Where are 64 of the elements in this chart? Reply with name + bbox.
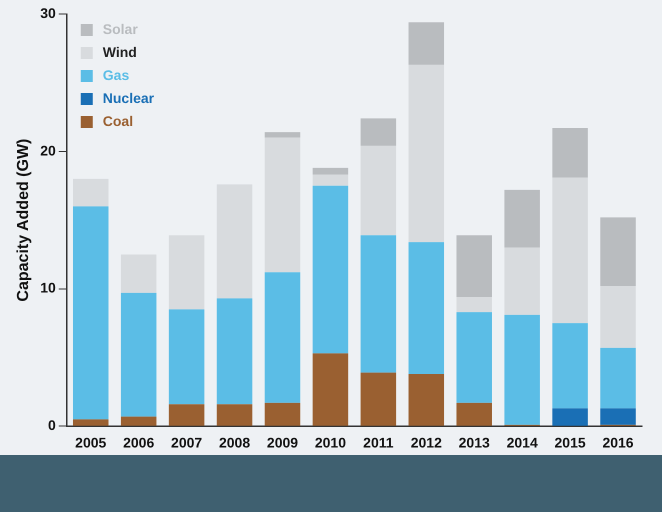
- bar: [408, 374, 444, 426]
- bar: [264, 132, 300, 138]
- y-tick-label: 10: [40, 280, 56, 296]
- legend-label: Wind: [102, 44, 137, 60]
- bar: [552, 323, 588, 408]
- x-tick-label: 2005: [75, 434, 107, 450]
- bar: [360, 235, 396, 373]
- legend-label: Gas: [102, 66, 130, 83]
- x-tick-label: 2011: [363, 434, 394, 450]
- bar: [312, 174, 348, 186]
- bar: [216, 184, 252, 298]
- bar: [264, 138, 300, 272]
- bar: [360, 118, 396, 146]
- bar: [552, 408, 588, 426]
- bar: [552, 178, 588, 324]
- bar: [72, 206, 108, 420]
- x-tick-label: 2015: [554, 434, 586, 450]
- bar: [456, 312, 492, 403]
- bar: [504, 190, 540, 248]
- x-tick-label: 2012: [410, 434, 442, 450]
- x-tick-label: 2007: [171, 434, 202, 450]
- bar: [408, 242, 444, 374]
- x-tick-label: 2009: [266, 434, 298, 450]
- x-tick-label: 2010: [314, 434, 346, 450]
- bar: [120, 416, 156, 426]
- bar: [120, 292, 156, 417]
- bar: [312, 353, 348, 426]
- bar: [264, 402, 300, 426]
- bar: [360, 372, 396, 426]
- bar: [120, 254, 156, 293]
- bar: [360, 146, 396, 236]
- bar: [600, 286, 636, 348]
- bar: [504, 314, 540, 425]
- bar: [456, 402, 492, 426]
- bar: [72, 419, 108, 426]
- bar: [312, 168, 348, 175]
- bar: [264, 272, 300, 403]
- x-tick-label: 2014: [506, 434, 538, 450]
- bar: [408, 64, 444, 242]
- bar: [456, 297, 492, 312]
- x-tick-label: 2008: [218, 434, 250, 450]
- bar: [168, 235, 204, 310]
- bar: [216, 298, 252, 404]
- bar: [168, 309, 204, 404]
- x-tick-label: 2013: [458, 434, 490, 450]
- bar: [168, 404, 204, 426]
- bar: [456, 235, 492, 298]
- y-tick-label: 0: [48, 417, 56, 434]
- bar: [312, 186, 348, 354]
- y-axis-title: Capacity Added (GW): [15, 138, 32, 302]
- y-tick-label: 30: [40, 4, 56, 21]
- x-tick-label: 2006: [123, 434, 154, 450]
- bar: [216, 404, 252, 426]
- bar: [552, 128, 588, 178]
- bar: [408, 22, 444, 65]
- y-tick-label: 20: [40, 142, 56, 158]
- bar: [504, 248, 540, 315]
- legend-label: Coal: [102, 112, 134, 129]
- x-tick-label: 2016: [602, 434, 634, 450]
- bar: [600, 348, 636, 408]
- bar: [600, 408, 636, 425]
- bar: [600, 217, 636, 286]
- bar: [72, 178, 108, 206]
- legend-label: Nuclear: [102, 90, 155, 106]
